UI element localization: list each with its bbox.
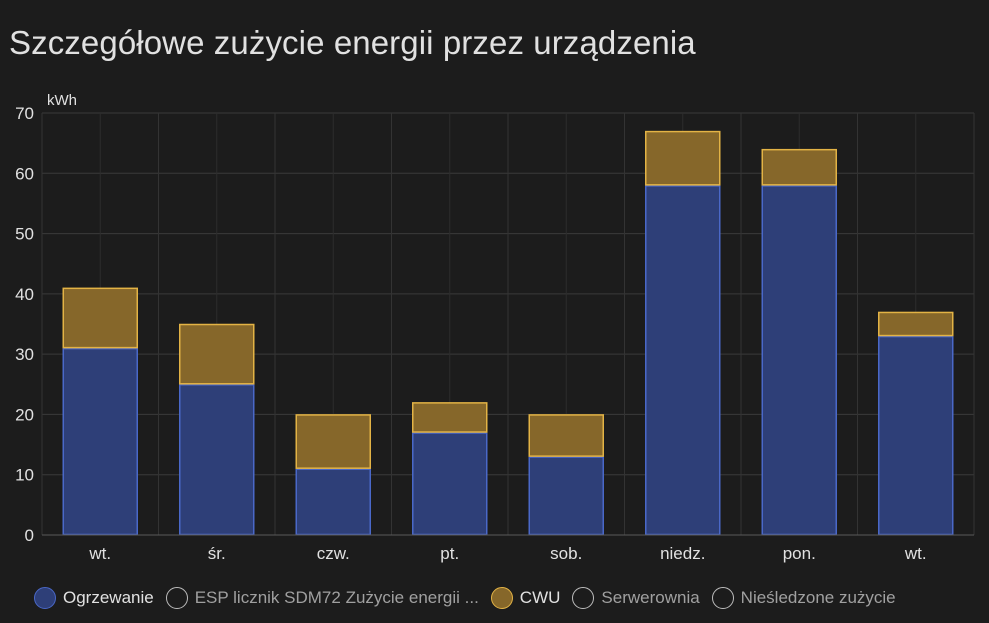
card-title: Szczegółowe zużycie energii przez urządz… [9,24,696,61]
y-axis-unit-label: kWh [47,92,77,109]
legend-item-esp-licznik-sdm72-zu-ycie-energii[interactable]: ESP licznik SDM72 Zużycie energii ... [165,587,479,609]
legend-label: Serwerownia [601,588,700,607]
bar-cwu-7 [878,311,954,337]
bar-cwu-2 [295,414,371,469]
bar-cwu-1 [179,323,255,385]
legend-label: Ogrzewanie [63,588,154,607]
x-tick-label: wt. [88,544,111,563]
bar-ogrzewanie-6 [761,185,837,536]
x-tick-label: pon. [783,544,816,563]
legend-swatch-icon [490,587,513,609]
legend-item-cwu[interactable]: CWU [490,587,561,609]
legend-item-ogrzewanie[interactable]: Ogrzewanie [34,587,154,609]
bar-ogrzewanie-4 [528,456,604,536]
legend-swatch-icon [572,587,595,609]
bar-cwu-5 [645,130,721,186]
bar-cwu-6 [761,148,837,186]
bar-ogrzewanie-7 [878,335,954,536]
x-tick-label: śr. [208,544,226,563]
y-tick-label: 20 [15,405,34,424]
y-tick-label: 10 [15,466,34,485]
bar-ogrzewanie-1 [179,384,255,536]
bar-cwu-0 [62,287,138,349]
bar-ogrzewanie-3 [412,432,488,536]
x-tick-label: niedz. [660,544,705,563]
y-tick-label: 40 [15,285,34,304]
y-tick-label: 0 [25,526,34,545]
legend-item-nie-ledzone-zu-ycie[interactable]: Nieśledzone zużycie [711,587,896,609]
bar-ogrzewanie-2 [295,468,371,536]
y-tick-label: 50 [15,225,34,244]
y-tick-label: 60 [15,164,34,183]
legend-item-serwerownia[interactable]: Serwerownia [572,587,700,609]
legend-swatch-icon [165,587,188,609]
legend-swatch-icon [34,587,56,609]
x-tick-label: wt. [904,544,927,563]
x-tick-label: czw. [317,544,350,563]
bar-ogrzewanie-5 [645,185,721,536]
y-tick-label: 70 [15,104,34,123]
legend-label: Nieśledzone zużycie [740,588,896,607]
legend-label: CWU [519,588,561,607]
bar-ogrzewanie-0 [62,347,138,536]
legend-label: ESP licznik SDM72 Zużycie energii ... [194,588,479,607]
y-tick-label: 30 [15,345,34,364]
chart-legend: Ogrzewanie ESP licznik SDM72 Zużycie ener… [34,587,908,609]
legend-swatch-icon [711,587,734,609]
x-tick-label: pt. [440,544,459,563]
x-tick-label: sob. [550,544,582,563]
bar-cwu-3 [412,402,488,433]
bar-cwu-4 [528,414,604,457]
